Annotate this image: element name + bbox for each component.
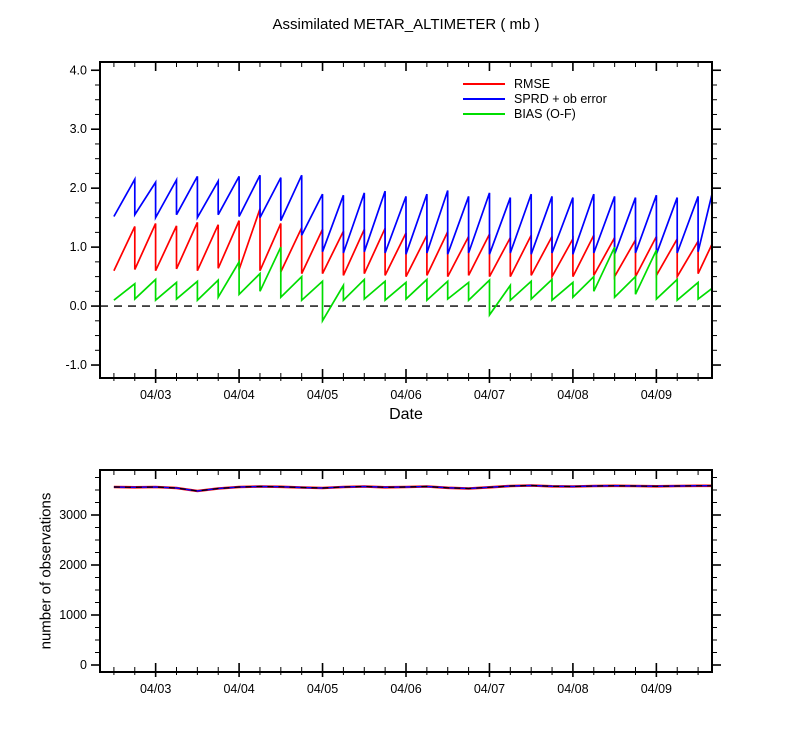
series-group <box>113 174 712 324</box>
x-tick-label: 04/05 <box>307 682 338 696</box>
y-tick-label: 3.0 <box>70 122 87 136</box>
legend-item-sprd: SPRD + ob error <box>463 92 607 106</box>
legend-label-sprd: SPRD + ob error <box>514 92 607 106</box>
legend-label-rmse: RMSE <box>514 77 551 91</box>
x-tick-label: 04/08 <box>557 388 588 402</box>
x-ticks: 04/03 04/04 04/05 04/06 04/07 04/08 04/09 <box>113 62 699 402</box>
panel-0: 04/03 04/04 04/05 04/06 04/07 04/08 04/09 -1.0 0… <box>65 61 721 402</box>
legend-item-bias: BIAS (O-F) <box>463 107 607 121</box>
y-tick-label: -1.0 <box>65 358 87 372</box>
x-tick-label: 04/07 <box>474 682 505 696</box>
x-tick-label: 04/06 <box>390 682 421 696</box>
x-tick-label: 04/03 <box>140 682 171 696</box>
y-axis-title-observations: number of observations <box>37 492 55 650</box>
x-tick-label: 04/04 <box>223 682 254 696</box>
legend: RMSE SPRD + ob error BIAS (O-F) <box>463 77 607 121</box>
legend-item-rmse: RMSE <box>463 77 607 91</box>
x-tick-label: 04/05 <box>307 388 338 402</box>
y-tick-label: 1.0 <box>70 240 87 254</box>
chart-title: Assimilated METAR_ALTIMETER ( mb ) <box>272 16 540 33</box>
panel-1: 04/03 04/04 04/05 04/06 04/07 04/08 04/09 0 1000… <box>59 469 721 696</box>
obs-count-dashed-line <box>113 484 712 492</box>
y-tick-label: 0 <box>80 658 87 672</box>
x-tick-label: 04/04 <box>223 388 254 402</box>
x-tick-label: 04/06 <box>390 388 421 402</box>
rmse-line-swatch <box>463 83 505 85</box>
series-group <box>113 484 712 493</box>
x-tick-label: 04/09 <box>641 682 672 696</box>
x-ticks: 04/03 04/04 04/05 04/06 04/07 04/08 04/09 <box>113 470 699 696</box>
legend-label-bias: BIAS (O-F) <box>514 107 576 121</box>
plot-border <box>99 469 713 673</box>
sprd-plus-ob-error-line <box>113 174 712 255</box>
y-tick-label: 0.0 <box>70 299 87 313</box>
y-ticks: 0 1000 2000 3000 <box>59 477 721 672</box>
bias-line-swatch <box>463 113 505 115</box>
x-tick-label: 04/08 <box>557 682 588 696</box>
y-tick-label: 3000 <box>59 508 87 522</box>
sprd-line-swatch <box>463 98 505 100</box>
x-tick-label: 04/09 <box>641 388 672 402</box>
y-ticks: -1.0 0.0 1.0 2.0 3.0 4.0 <box>65 63 721 372</box>
x-axis-title: Date <box>389 406 423 423</box>
y-tick-label: 4.0 <box>70 63 87 77</box>
y-tick-label: 2.0 <box>70 181 87 195</box>
bias-o-minus-f-line <box>113 246 712 324</box>
y-tick-label: 1000 <box>59 608 87 622</box>
y-tick-label: 2000 <box>59 558 87 572</box>
x-tick-label: 04/07 <box>474 388 505 402</box>
rmse-line <box>113 208 712 280</box>
x-tick-label: 04/03 <box>140 388 171 402</box>
